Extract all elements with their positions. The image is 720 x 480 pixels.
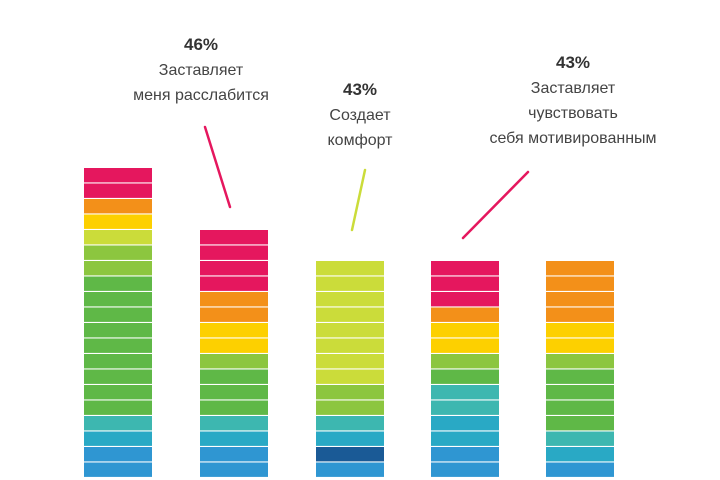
bar-2-segment <box>200 276 268 291</box>
bar-1-segment <box>84 183 152 198</box>
annotation-label-2: Заставляет <box>159 62 244 79</box>
bar-3-segment <box>316 307 384 322</box>
bar-3-segment <box>316 323 384 338</box>
bar-5-segment <box>546 462 614 477</box>
bar-2-segment <box>200 354 268 369</box>
annotation-percent-4: 43% <box>556 53 590 72</box>
callout-line-3 <box>350 168 367 232</box>
annotation-percent-3: 43% <box>343 80 377 99</box>
callout-line-4 <box>461 170 530 240</box>
bar-4-segment <box>431 369 499 384</box>
bar-2-segment <box>200 230 268 245</box>
bar-1-segment <box>84 168 152 183</box>
bar-3-segment <box>316 416 384 431</box>
bar-4-segment <box>431 354 499 369</box>
bar-5-segment <box>546 307 614 322</box>
bar-4-segment <box>431 462 499 477</box>
bar-1-segment <box>84 199 152 214</box>
bar-2-segment <box>200 245 268 260</box>
bar-4-segment <box>431 385 499 400</box>
bar-1-segment <box>84 338 152 353</box>
bar-5-segment <box>546 292 614 307</box>
bar-4-segment <box>431 416 499 431</box>
bar-1-segment <box>84 214 152 229</box>
bar-3-segment <box>316 447 384 462</box>
bar-5-segment <box>546 261 614 276</box>
bar-3-segment <box>316 462 384 477</box>
bar-4-segment <box>431 447 499 462</box>
bar-4-segment <box>431 261 499 276</box>
bar-3-segment <box>316 276 384 291</box>
bar-5-segment <box>546 416 614 431</box>
annotation-label-4: чувствовать <box>528 105 618 122</box>
bar-1-segment <box>84 369 152 384</box>
callout-line-2 <box>203 125 232 209</box>
bar-5-segment <box>546 323 614 338</box>
bar-2-segment <box>200 338 268 353</box>
bar-3-segment <box>316 369 384 384</box>
bar-2-segment <box>200 447 268 462</box>
bar-5-segment <box>546 385 614 400</box>
bar-1-segment <box>84 230 152 245</box>
bar-4-segment <box>431 292 499 307</box>
bar-5-segment <box>546 400 614 415</box>
annotation-label-4: себя мотивированным <box>489 130 656 147</box>
bar-3-segment <box>316 261 384 276</box>
annotation-label-3: комфорт <box>327 132 393 149</box>
bar-1-segment <box>84 245 152 260</box>
bar-4-segment <box>431 323 499 338</box>
bar-2-segment <box>200 400 268 415</box>
bar-4-segment <box>431 307 499 322</box>
bar-3-segment <box>316 354 384 369</box>
bar-2-segment <box>200 462 268 477</box>
bar-4-segment <box>431 338 499 353</box>
bar-1-segment <box>84 261 152 276</box>
annotation-label-2: меня расслабится <box>133 87 269 104</box>
bar-2-segment <box>200 431 268 446</box>
bar-1-segment <box>84 323 152 338</box>
bar-2-segment <box>200 292 268 307</box>
annotation-label-3: Создает <box>329 107 391 124</box>
bar-3-segment <box>316 338 384 353</box>
bar-2-segment <box>200 416 268 431</box>
bar-4-segment <box>431 276 499 291</box>
bar-1-segment <box>84 385 152 400</box>
bar-3-segment <box>316 385 384 400</box>
bar-4-segment <box>431 431 499 446</box>
bar-5-segment <box>546 276 614 291</box>
bar-2-segment <box>200 369 268 384</box>
bar-5-segment <box>546 369 614 384</box>
bar-1-segment <box>84 276 152 291</box>
bar-3-segment <box>316 431 384 446</box>
bar-3-segment <box>316 400 384 415</box>
bar-1-segment <box>84 416 152 431</box>
bar-1-segment <box>84 354 152 369</box>
bar-2-segment <box>200 385 268 400</box>
bar-1-segment <box>84 447 152 462</box>
bar-2-segment <box>200 307 268 322</box>
bar-1-segment <box>84 292 152 307</box>
bar-5-segment <box>546 354 614 369</box>
bar-5-segment <box>546 431 614 446</box>
bar-2-segment <box>200 261 268 276</box>
bar-4-segment <box>431 400 499 415</box>
bar-1-segment <box>84 307 152 322</box>
annotation-percent-2: 46% <box>184 35 218 54</box>
bar-1-segment <box>84 431 152 446</box>
bar-1-segment <box>84 462 152 477</box>
bar-5-segment <box>546 338 614 353</box>
bar-2-segment <box>200 323 268 338</box>
bar-5-segment <box>546 447 614 462</box>
annotation-label-4: Заставляет <box>531 80 616 97</box>
bar-1-segment <box>84 400 152 415</box>
bar-3-segment <box>316 292 384 307</box>
